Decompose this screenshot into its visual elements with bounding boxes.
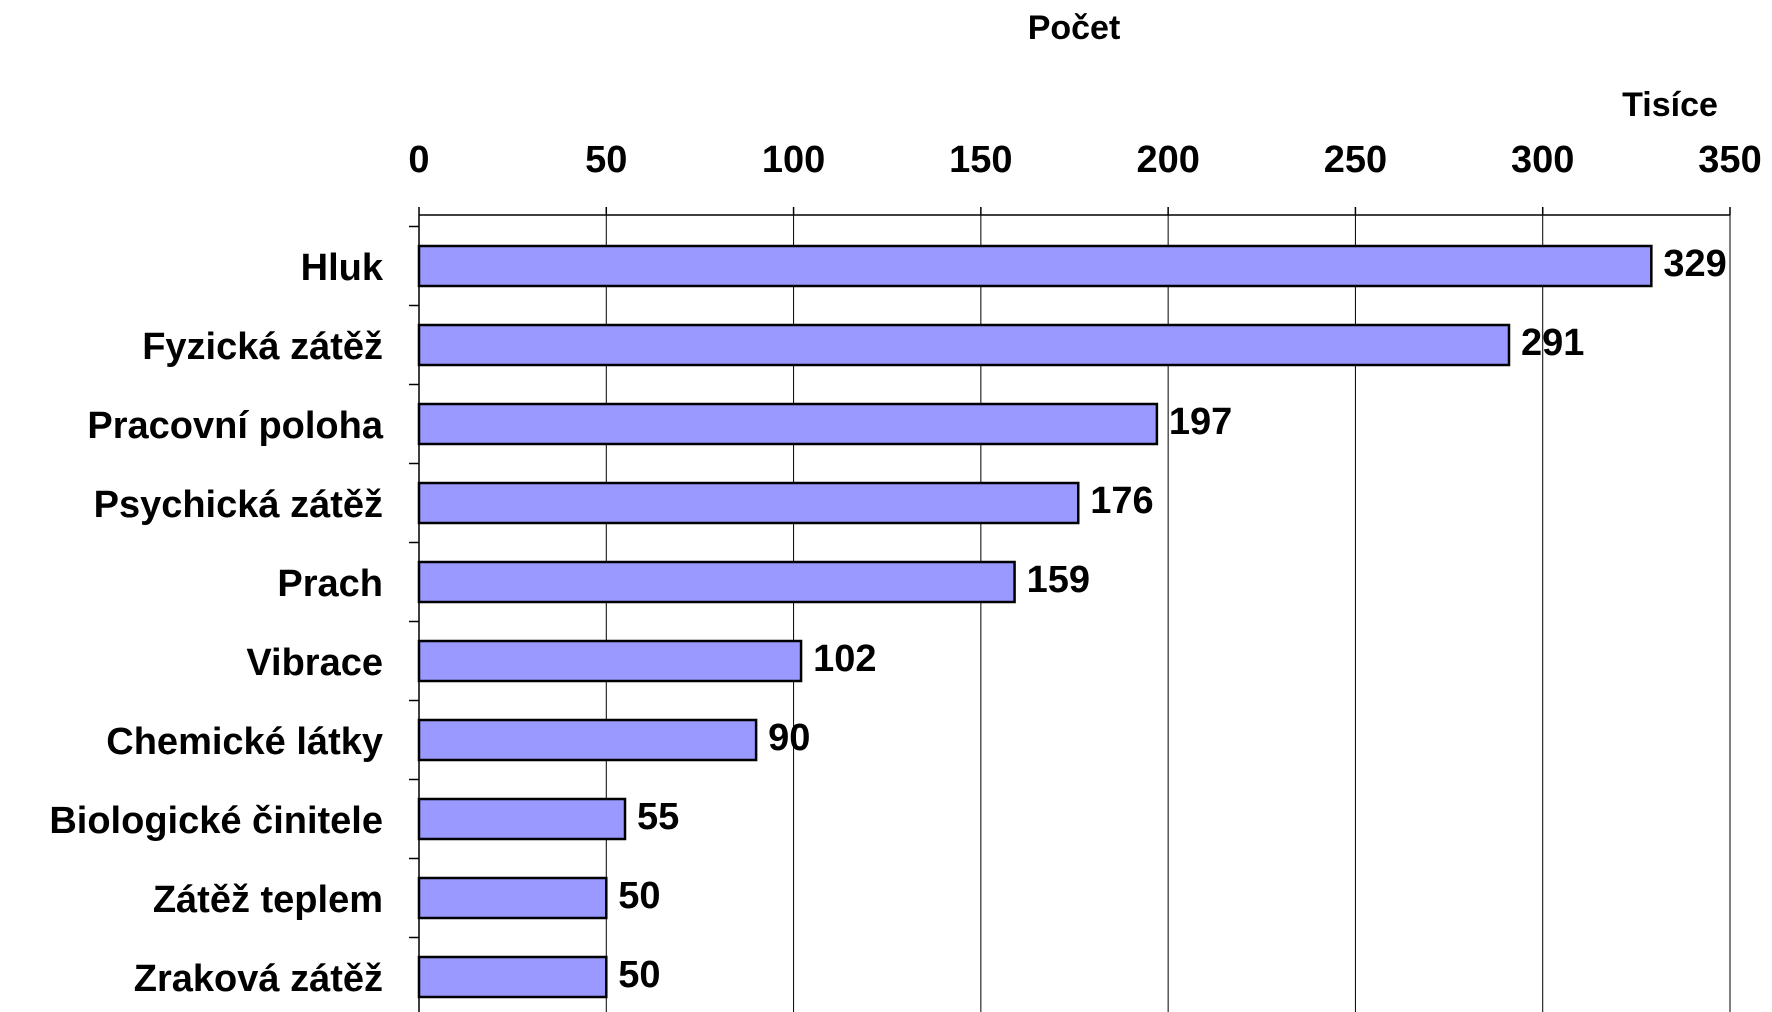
bar <box>417 402 1159 446</box>
bar <box>417 323 1511 367</box>
y-tick-label: Chemické látky <box>106 721 383 763</box>
bar <box>417 244 1653 288</box>
data-label: 197 <box>1169 401 1232 443</box>
data-label: 159 <box>1027 559 1090 601</box>
x-tick-label: 0 <box>408 139 429 181</box>
x-tick-label: 50 <box>585 139 627 181</box>
bar <box>417 955 608 999</box>
chart-title: Počet <box>1028 9 1121 47</box>
data-label: 50 <box>618 875 660 917</box>
units-label: Tisíce <box>1622 86 1718 124</box>
bar <box>417 876 608 920</box>
x-tick-label: 150 <box>949 139 1012 181</box>
bar <box>417 797 627 841</box>
y-tick-label: Biologické činitele <box>49 800 383 842</box>
bar <box>417 639 803 683</box>
y-tick-label: Zátěž teplem <box>153 879 383 921</box>
data-label: 90 <box>768 717 810 759</box>
data-label: 291 <box>1521 322 1584 364</box>
y-tick-label: Vibrace <box>246 642 383 684</box>
x-tick-label: 200 <box>1136 139 1199 181</box>
bar <box>417 560 1016 604</box>
data-label: 329 <box>1663 243 1726 285</box>
data-label: 50 <box>618 954 660 996</box>
y-tick-label: Fyzická zátěž <box>142 326 383 368</box>
x-tick-label: 100 <box>762 139 825 181</box>
data-label: 102 <box>813 638 876 680</box>
data-label: 55 <box>637 796 679 838</box>
bar <box>417 481 1080 525</box>
y-tick-label: Psychická zátěž <box>94 484 383 526</box>
x-tick-label: 250 <box>1324 139 1387 181</box>
y-tick-label: Hluk <box>301 247 384 289</box>
y-tick-label: Zraková zátěž <box>134 958 383 1000</box>
bar <box>417 718 758 762</box>
data-label: 176 <box>1090 480 1153 522</box>
y-tick-label: Prach <box>277 563 383 605</box>
y-tick-label: Pracovní poloha <box>87 405 383 447</box>
x-tick-label: 300 <box>1511 139 1574 181</box>
x-tick-label: 350 <box>1698 139 1761 181</box>
